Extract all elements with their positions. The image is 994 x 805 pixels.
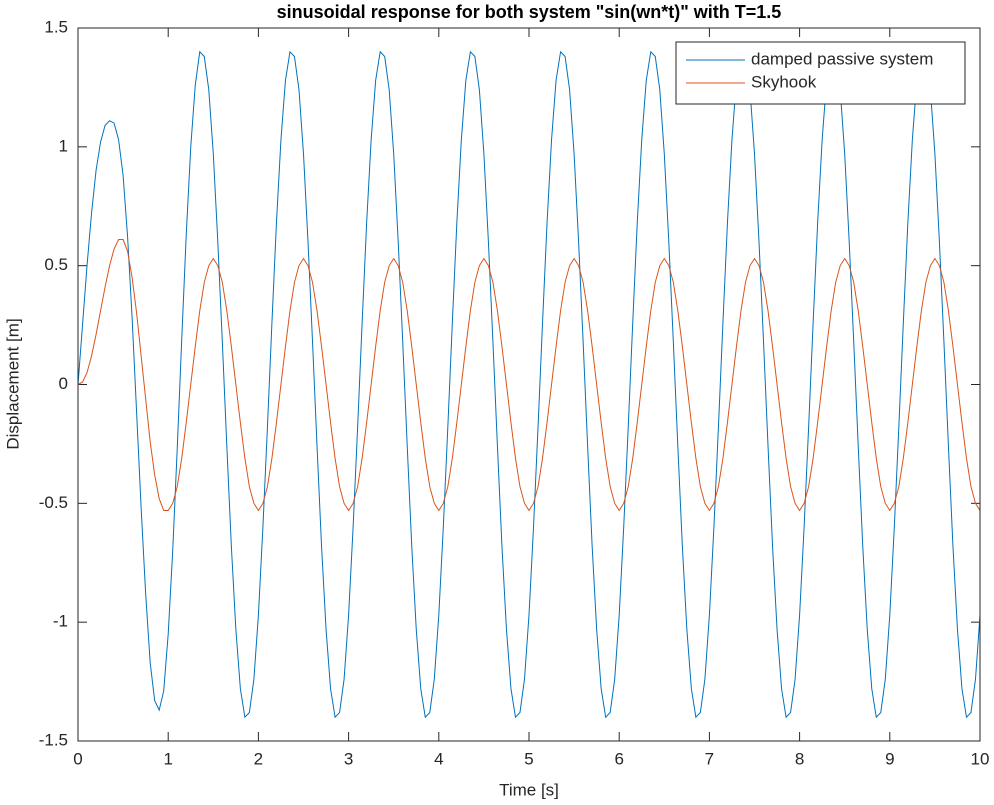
legend-box (675, 41, 966, 105)
y-tick-label: -1 (53, 612, 68, 631)
x-tick-label: 3 (344, 749, 353, 768)
legend-label: Skyhook (751, 72, 817, 91)
x-tick-label: 0 (73, 749, 82, 768)
y-tick-label: 1 (59, 136, 68, 155)
x-tick-label: 8 (795, 749, 804, 768)
x-tick-label: 7 (705, 749, 714, 768)
x-tick-label: 6 (614, 749, 623, 768)
y-axis-label: Displacement [m] (3, 318, 22, 449)
legend-label: damped passive system (751, 49, 933, 68)
y-tick-label: -1.5 (39, 730, 68, 749)
x-tick-label: 10 (971, 749, 990, 768)
data-line (77, 239, 981, 512)
y-tick-label: -0.5 (39, 493, 68, 512)
x-tick-label: 9 (885, 749, 894, 768)
y-tick-label: 0.5 (44, 255, 68, 274)
chart-title: sinusoidal response for both system "sin… (277, 2, 782, 22)
x-tick-label: 5 (524, 749, 533, 768)
x-tick-label: 4 (434, 749, 443, 768)
x-tick-label: 1 (163, 749, 172, 768)
x-axis-label: Time [s] (499, 780, 559, 799)
plot-area (78, 28, 980, 741)
y-tick-label: 1.5 (44, 17, 68, 36)
y-tick-label: 0 (59, 374, 68, 393)
axes-box (77, 27, 981, 742)
x-tick-label: 2 (254, 749, 263, 768)
